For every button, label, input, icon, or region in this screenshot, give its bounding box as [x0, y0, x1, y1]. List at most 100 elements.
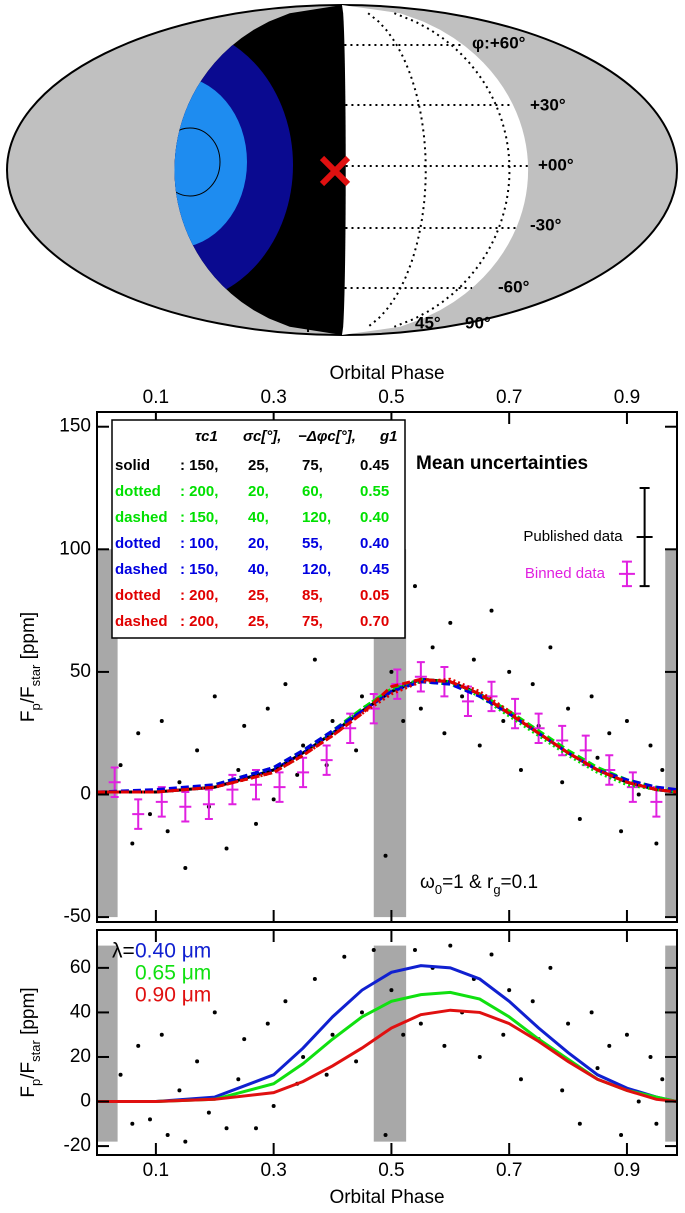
data-point — [212, 1010, 217, 1015]
legend-header: −Δφc[°], — [298, 428, 356, 445]
legend-value: 20, — [248, 535, 269, 552]
legend-label: dashed — [115, 509, 168, 526]
error-bar — [461, 685, 474, 718]
legend-prefix: λ= — [112, 940, 135, 963]
data-point — [118, 763, 123, 768]
lon-label: 45° — [415, 313, 441, 332]
data-point — [577, 1121, 582, 1126]
data-point — [271, 1103, 276, 1108]
y-label-part: star — [28, 664, 43, 686]
data-point — [501, 718, 506, 723]
data-point — [265, 706, 270, 711]
data-point — [636, 1099, 641, 1104]
data-point — [548, 645, 553, 650]
data-point — [212, 694, 217, 699]
error-bar — [603, 754, 616, 786]
data-point — [471, 657, 476, 662]
legend-value: : 150, — [180, 509, 218, 526]
error-bar — [297, 756, 310, 789]
legend-header: τc1 — [195, 428, 218, 445]
lon-label: 90° — [465, 313, 491, 332]
error-bar — [344, 712, 357, 745]
data-point — [130, 1121, 135, 1126]
error-bar — [249, 768, 262, 801]
data-point — [159, 1032, 164, 1037]
lat-label: -60° — [498, 277, 530, 296]
y-label-part: F — [18, 711, 39, 723]
data-point — [253, 821, 258, 826]
uncertainty-label: Binned data — [525, 565, 606, 582]
y-tick-label: 0 — [80, 784, 91, 805]
y-tick-label: 100 — [59, 538, 91, 559]
y-label-part: p — [28, 1079, 43, 1086]
legend-value: 120, — [302, 509, 331, 526]
data-point — [206, 1110, 211, 1115]
y-label-part: [ppm] — [18, 612, 39, 665]
legend-value: 0.55 — [360, 483, 389, 500]
data-point — [430, 645, 435, 650]
data-point — [648, 743, 653, 748]
y-label-part: p — [28, 703, 43, 710]
data-point — [165, 1132, 170, 1137]
error-bar — [226, 773, 239, 806]
data-point — [324, 1072, 329, 1077]
y-label-part: F — [18, 1086, 39, 1098]
data-point — [236, 1077, 241, 1082]
data-point — [654, 841, 659, 846]
legend-label: solid — [115, 457, 150, 474]
error-bar — [202, 788, 215, 821]
data-point — [507, 669, 512, 674]
data-point — [136, 1043, 141, 1048]
model-curve — [97, 964, 678, 1104]
x-tick-label: 0.1 — [143, 1160, 169, 1181]
data-point — [530, 682, 535, 687]
data-point — [530, 999, 535, 1004]
uncertainty-label: Published data — [523, 528, 623, 545]
annotation-part: =0.1 — [501, 872, 539, 893]
y-tick-label: 50 — [70, 661, 91, 682]
data-point — [412, 584, 417, 589]
data-point — [301, 1054, 306, 1059]
model-curve — [97, 677, 678, 794]
data-point — [589, 694, 594, 699]
legend-header: σc[°], — [243, 428, 281, 445]
data-point — [183, 1139, 188, 1144]
data-point — [636, 792, 641, 797]
data-point — [177, 1088, 182, 1093]
data-point — [136, 731, 141, 736]
legend-value: 20, — [248, 483, 269, 500]
x-tick-label: 0.3 — [260, 387, 286, 408]
data-point — [477, 1054, 482, 1059]
data-point — [548, 965, 553, 970]
data-point — [566, 1021, 571, 1026]
data-point — [401, 1032, 406, 1037]
y-label-part: /F — [18, 1062, 39, 1079]
legend-value: : 150, — [180, 457, 218, 474]
y-axis-label: Fp/Fstar [ppm] — [18, 987, 43, 1097]
data-point — [577, 817, 582, 822]
y-label-part: [ppm] — [18, 987, 39, 1040]
data-point — [354, 1059, 359, 1064]
legend-label: dotted — [115, 535, 161, 552]
legend-value: 25, — [248, 457, 269, 474]
uncertainty-title: Mean uncertainties — [416, 453, 588, 474]
plot-frame — [96, 929, 678, 1156]
data-point — [507, 988, 512, 993]
shaded-region — [665, 549, 677, 918]
data-point — [224, 1126, 229, 1131]
data-point — [195, 1059, 200, 1064]
data-point — [147, 1117, 152, 1122]
data-point — [359, 694, 364, 699]
x-axis-label: Orbital Phase — [329, 363, 444, 384]
lat-label: φ:+60° — [472, 33, 526, 52]
data-point — [412, 948, 417, 953]
data-point — [242, 1037, 247, 1042]
y-label-part: /F — [18, 686, 39, 703]
legend-label: dotted — [115, 587, 161, 604]
error-bar — [108, 766, 121, 798]
y-tick-label: -20 — [64, 1135, 91, 1156]
data-point — [619, 829, 624, 834]
data-point — [418, 1021, 423, 1026]
legend-value: 0.40 — [360, 535, 389, 552]
legend-value: 25, — [248, 613, 269, 630]
